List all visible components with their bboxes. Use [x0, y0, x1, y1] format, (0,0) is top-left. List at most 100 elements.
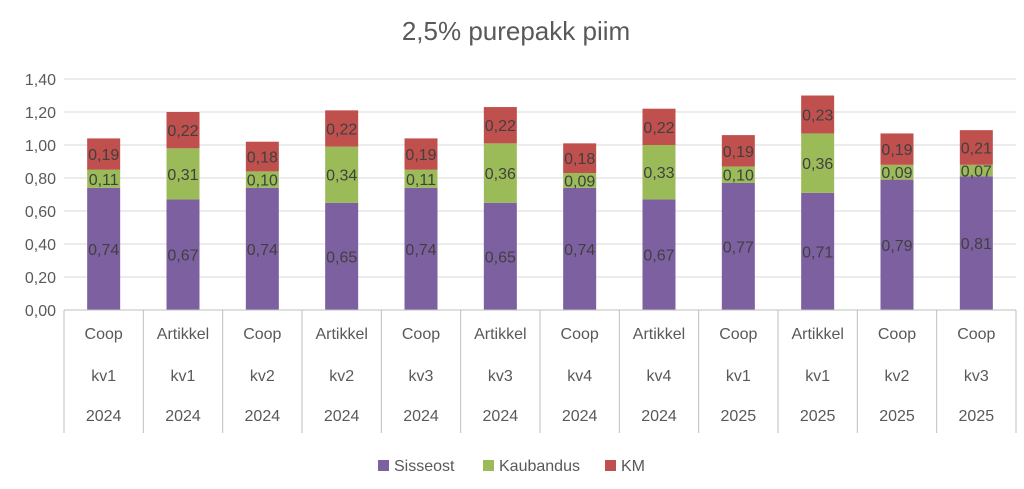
category-label: Artikkel: [474, 326, 526, 343]
bar-km: [325, 110, 359, 147]
bar-km: [166, 112, 200, 149]
y-tick-label: 1,40: [25, 72, 56, 89]
category-label: Coop: [878, 326, 916, 343]
y-tick-label: 1,00: [25, 138, 56, 155]
legend-swatch: [483, 460, 494, 471]
legend-swatch: [605, 460, 616, 471]
y-tick-label: 1,20: [25, 105, 56, 122]
data-label: 0,31: [167, 167, 198, 184]
category-label: Artikkel: [315, 326, 367, 343]
category-label: kv4: [567, 368, 592, 385]
data-label: 0,67: [167, 248, 198, 265]
legend-swatch: [378, 460, 389, 471]
data-label: 0,18: [564, 151, 595, 168]
data-label: 0,23: [802, 107, 833, 124]
data-label: 0,21: [961, 140, 992, 157]
category-label: kv2: [885, 368, 910, 385]
bar-sisseost: [404, 187, 438, 310]
category-label: kv3: [488, 368, 513, 385]
category-label: Coop: [85, 326, 123, 343]
data-label: 0,11: [89, 172, 119, 189]
category-label: Coop: [402, 326, 440, 343]
bar-sisseost: [721, 182, 755, 310]
bar-kaubandus: [87, 169, 121, 188]
legend-label: KM: [621, 458, 645, 475]
bar-sisseost: [563, 187, 597, 310]
category-label: Artikkel: [157, 326, 209, 343]
data-label: 0,09: [564, 173, 595, 190]
category-label: Coop: [243, 326, 281, 343]
category-label: 2025: [721, 408, 757, 425]
data-label: 0,67: [643, 248, 674, 265]
bar-km: [959, 130, 993, 165]
data-label: 0,77: [723, 239, 754, 256]
data-label: 0,74: [88, 242, 119, 259]
y-tick-label: 0,40: [25, 237, 56, 254]
bar-km: [721, 135, 755, 167]
x-axis: Coop kv1 2024 Artikkel kv1 2024 Coop kv2 2024 Art…: [63, 309, 1017, 433]
chart-title: 2,5% purepakk piim: [402, 16, 630, 46]
category-label: kv3: [964, 368, 989, 385]
bar-kaubandus: [721, 166, 755, 183]
data-label: 0,22: [485, 118, 516, 135]
bar-sisseost: [959, 176, 993, 310]
data-label: 0,81: [961, 236, 992, 253]
bar-sisseost: [325, 202, 359, 310]
bar-kaubandus: [325, 146, 359, 203]
data-labels: 0,74 0,11 0,19 0,67 0,31 0,22 0,74 0,10 0,18 0,65…: [88, 107, 992, 266]
data-label: 0,10: [247, 173, 278, 190]
y-tick-label: 0,00: [25, 303, 56, 320]
data-label: 0,07: [961, 164, 992, 181]
data-label: 0,36: [485, 166, 516, 183]
category-label: 2024: [165, 408, 201, 425]
legend-item-km: KM: [605, 458, 645, 475]
bar-kaubandus: [404, 169, 438, 188]
data-label: 0,33: [643, 165, 674, 182]
category-label: 2024: [483, 408, 519, 425]
data-label: 0,19: [405, 147, 436, 164]
bar-sisseost: [801, 192, 835, 310]
legend: Sisseost Kaubandus KM: [378, 458, 645, 475]
bar-km: [563, 143, 597, 174]
bar-sisseost: [642, 199, 676, 310]
data-label: 0,09: [881, 165, 912, 182]
bar-kaubandus: [483, 143, 517, 203]
data-label: 0,19: [881, 142, 912, 159]
data-label: 0,19: [723, 144, 754, 161]
bar-sisseost: [87, 187, 121, 310]
legend-label: Kaubandus: [499, 458, 580, 475]
bar-sisseost: [245, 187, 279, 310]
data-label: 0,71: [802, 244, 833, 261]
bar-kaubandus: [642, 145, 676, 200]
data-label: 0,74: [247, 242, 278, 259]
legend-item-sisseost: Sisseost: [378, 458, 455, 475]
category-label: 2024: [245, 408, 281, 425]
data-label: 0,79: [881, 238, 912, 255]
category-label: 2024: [324, 408, 360, 425]
category-label: 2025: [800, 408, 836, 425]
category-label: 2025: [879, 408, 915, 425]
category-label: 2024: [562, 408, 598, 425]
bar-sisseost: [166, 199, 200, 310]
data-label: 0,65: [326, 249, 357, 266]
category-label: Coop: [957, 326, 995, 343]
category-label: kv1: [805, 368, 830, 385]
bar-km: [801, 95, 835, 134]
data-label: 0,74: [564, 242, 595, 259]
category-label: kv1: [171, 368, 196, 385]
bar-km: [87, 138, 121, 170]
data-label: 0,34: [326, 168, 357, 185]
y-tick-label: 0,80: [25, 171, 56, 188]
data-label: 0,22: [167, 123, 198, 140]
legend-label: Sisseost: [394, 458, 455, 475]
data-label: 0,22: [326, 122, 357, 139]
bar-kaubandus: [880, 164, 914, 180]
bar-kaubandus: [959, 164, 993, 177]
data-label: 0,19: [88, 147, 119, 164]
legend-item-kaubandus: Kaubandus: [483, 458, 580, 475]
y-tick-label: 0,20: [25, 270, 56, 287]
data-label: 0,74: [405, 242, 436, 259]
category-label: Artikkel: [633, 326, 685, 343]
category-label: Coop: [561, 326, 599, 343]
bar-kaubandus: [166, 148, 200, 200]
